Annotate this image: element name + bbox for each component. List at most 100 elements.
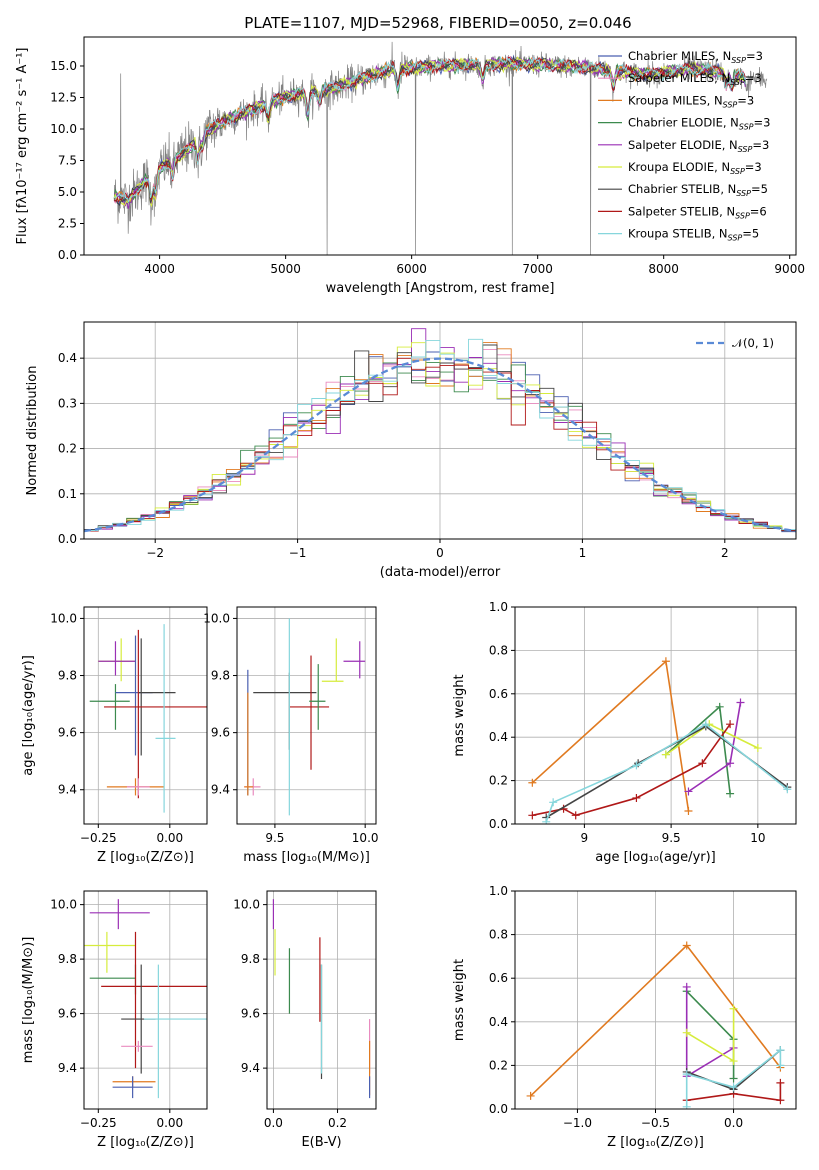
legend-label: Salpeter STELIB, NSSP=6 <box>628 204 767 220</box>
plus-marker <box>726 720 735 729</box>
plus-marker <box>726 789 735 798</box>
y-tick-label: 0.6 <box>489 687 508 701</box>
residuals-panel: −2 −1 0 1 2 0.0 0.1 0.2 0.3 0.4 (data-model)/error… <box>25 321 797 580</box>
axes-frame <box>236 606 377 825</box>
y-tick-label: 2.5 <box>58 216 77 230</box>
model-spectrum-kroupa-stelib <box>113 55 746 203</box>
mass-weight-series-kroupa-stelib <box>542 720 792 824</box>
plus-marker <box>528 778 537 787</box>
y-tick-label: 0.0 <box>58 248 77 262</box>
mass-weight-line <box>686 1082 782 1102</box>
x-axis-label: Z [log₁₀(Z/Z⊙)] <box>97 850 194 865</box>
x-tick-label: 4000 <box>144 262 175 276</box>
plus-marker <box>715 702 724 711</box>
plus-marker <box>632 761 641 770</box>
errorbar-kroupa-miles <box>112 1076 156 1088</box>
plus-marker <box>684 787 693 796</box>
x-tick-label: 5000 <box>270 262 301 276</box>
y-tick-label: 7.5 <box>58 153 77 167</box>
plus-marker <box>682 1028 691 1037</box>
axes-frame <box>83 36 797 256</box>
plus-marker <box>729 1083 738 1092</box>
spectrum-legend: Chabrier MILES, NSSP=3 Salpeter MILES, NS… <box>598 49 770 243</box>
plus-marker <box>661 750 670 759</box>
y-tick-label: 9.4 <box>58 783 77 797</box>
x-tick-label: 1 <box>579 546 587 560</box>
y-tick-label: 0.0 <box>489 817 508 831</box>
errorbar-chabrier-stelib <box>253 672 317 750</box>
x-tick-label: 9.5 <box>662 831 681 845</box>
y-tick-label: 15.0 <box>50 59 77 73</box>
x-tick-label: 9 <box>581 831 589 845</box>
x-tick-label: −0.25 <box>80 1116 117 1130</box>
errorbar-salpeter-elodie <box>343 641 366 679</box>
y-tick-label: 10.0 <box>233 898 260 912</box>
y-axis-label: mass weight <box>452 674 467 756</box>
plus-marker <box>682 982 691 991</box>
normal-distribution-curve <box>84 357 796 533</box>
x-tick-label: −0.5 <box>641 1116 670 1130</box>
plus-marker <box>632 793 641 802</box>
y-tick-label: 9.8 <box>241 952 260 966</box>
y-tick-label: 0.1 <box>58 487 77 501</box>
errorbar-kroupa-miles <box>244 692 254 796</box>
y-tick-label: 0.0 <box>489 1102 508 1116</box>
errorbar-chabrier-stelib <box>138 638 176 756</box>
mass-weight-series-kroupa-elodie <box>682 1004 738 1066</box>
mass-weight-line <box>532 723 731 817</box>
errorbar-salpeter-stelib <box>101 931 207 1069</box>
y-tick-label: 9.6 <box>58 1007 77 1021</box>
x-tick-label: 0.00 <box>156 831 183 845</box>
axes-frame <box>514 606 797 825</box>
plot-area <box>89 624 207 813</box>
y-axis-label: Normed distribution <box>25 366 40 496</box>
x-tick-label: 0 <box>436 546 444 560</box>
plot-area <box>244 618 366 816</box>
y-tick-label: 12.5 <box>50 90 77 104</box>
y-axis-label: mass [log₁₀(M/M⊙)] <box>21 937 36 1064</box>
mass-vs-metallicity-panel: −0.25 0.00 9.4 9.6 9.8 10.0 Z [log₁₀(Z/Z⊙)] mas… <box>21 890 208 1150</box>
legend-label: Kroupa ELODIE, NSSP=3 <box>628 160 762 176</box>
spectrum-panel: 4000 5000 6000 7000 8000 9000 0.0 2.5 5.0 7.5 10.0… <box>15 36 805 296</box>
figure-title: PLATE=1107, MJD=52968, FIBERID=0050, z=0… <box>244 14 631 32</box>
y-tick-label: 0.0 <box>58 532 77 546</box>
mass-weight-line <box>545 725 788 819</box>
x-axis-label: mass [log₁₀(M/M⊙)] <box>243 850 370 865</box>
y-tick-label: 0.4 <box>58 351 77 365</box>
plot-area <box>272 899 371 1099</box>
model-spectrum-kroupa-elodie <box>113 56 746 207</box>
x-tick-label: 8000 <box>648 262 679 276</box>
plus-marker <box>726 759 735 768</box>
x-tick-label: −0.25 <box>80 831 117 845</box>
y-tick-label: 9.8 <box>211 669 230 683</box>
plus-marker <box>698 759 707 768</box>
errorbar-salpeter-stelib <box>104 629 207 799</box>
y-tick-label: 9.8 <box>58 952 77 966</box>
y-axis-label: mass weight <box>452 959 467 1041</box>
residual-histogram-kroupa-elodie <box>84 342 796 534</box>
legend-label: Kroupa MILES, NSSP=3 <box>628 93 754 109</box>
plus-marker <box>682 1102 691 1109</box>
legend-label: Salpeter MILES, NSSP=3 <box>628 71 762 87</box>
x-tick-label: 10.0 <box>352 831 379 845</box>
y-axis-label: Flux [fλ10⁻¹⁷ erg cm⁻² s⁻¹ A⁻¹] <box>15 48 30 245</box>
errorbar-chabrier-elodie <box>309 664 326 730</box>
plus-marker <box>729 1057 738 1066</box>
mass-weight-line <box>531 659 690 812</box>
model-spectrum-salpeter-stelib <box>113 56 746 203</box>
x-tick-label: 9000 <box>774 262 805 276</box>
y-tick-label: 9.4 <box>58 1061 77 1075</box>
axes-frame <box>83 890 208 1110</box>
x-tick-label: 0.0 <box>724 1116 743 1130</box>
mass-weight-vs-age-panel: 9 9.5 10 0.0 0.2 0.4 0.6 0.8 1.0 age [log₁₀(age/y… <box>452 600 797 865</box>
y-tick-label: 0.2 <box>489 1058 508 1072</box>
y-tick-label: 9.4 <box>241 1061 260 1075</box>
mass-weight-series-salpeter-stelib <box>528 720 735 820</box>
errorbar-salpeter-stelib <box>289 655 330 770</box>
plot-area <box>528 657 792 824</box>
x-tick-label: −2 <box>146 546 164 560</box>
plot-area <box>113 41 768 255</box>
plot-area <box>84 899 207 1099</box>
mass-weight-series-salpeter-elodie <box>684 698 745 796</box>
